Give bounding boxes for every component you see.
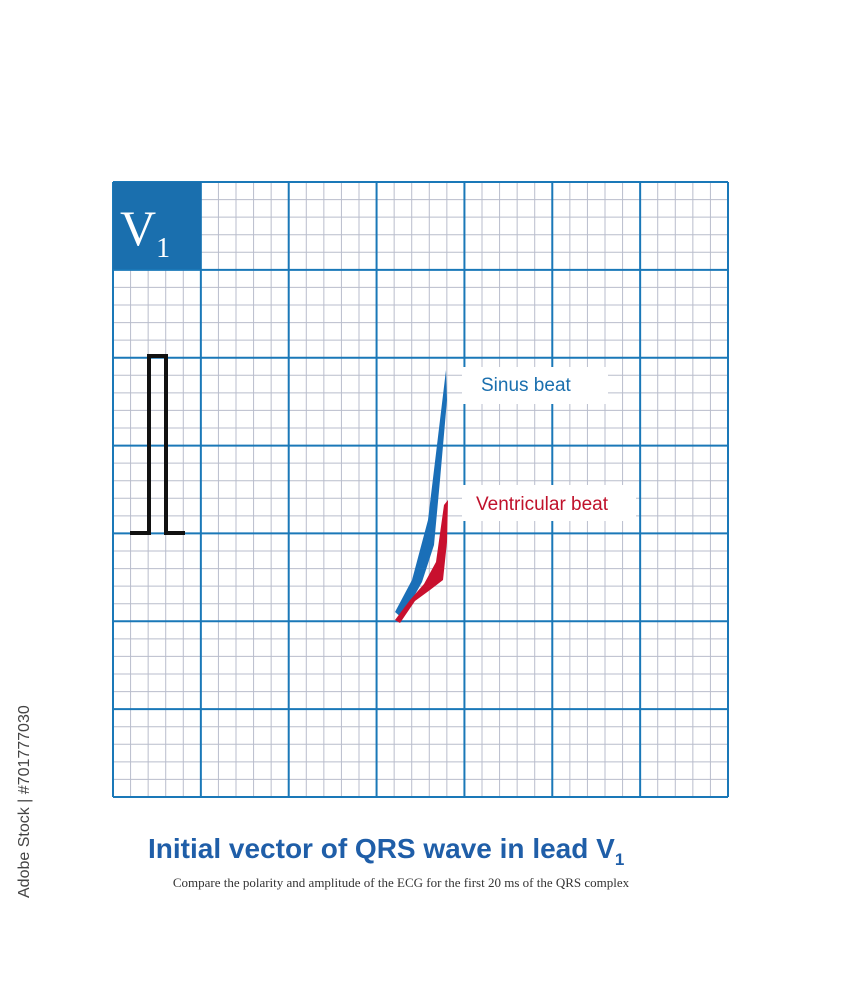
caption-subtitle: Compare the polarity and amplitude of th… bbox=[173, 875, 630, 890]
lead-label: V1 bbox=[120, 200, 170, 264]
title-subscript: 1 bbox=[615, 850, 624, 869]
ecg-grid bbox=[112, 181, 729, 798]
title-main: Initial vector of QRS wave in lead V bbox=[148, 833, 615, 864]
ventricular-label: Ventricular beat bbox=[476, 494, 609, 515]
lead-subscript: 1 bbox=[156, 233, 170, 264]
sinus-label-box bbox=[462, 367, 608, 404]
lead-letter: V bbox=[120, 200, 156, 256]
lead-box bbox=[113, 182, 201, 269]
ventricular-waveform bbox=[395, 500, 448, 623]
ventricular-label-box bbox=[462, 485, 636, 521]
calibration-pulse bbox=[130, 354, 185, 535]
watermark: Adobe Stock | #701777030 bbox=[16, 705, 33, 898]
caption-title: Initial vector of QRS wave in lead V1 bbox=[148, 833, 624, 869]
sinus-waveform bbox=[395, 370, 447, 618]
sinus-label: Sinus beat bbox=[481, 375, 572, 396]
